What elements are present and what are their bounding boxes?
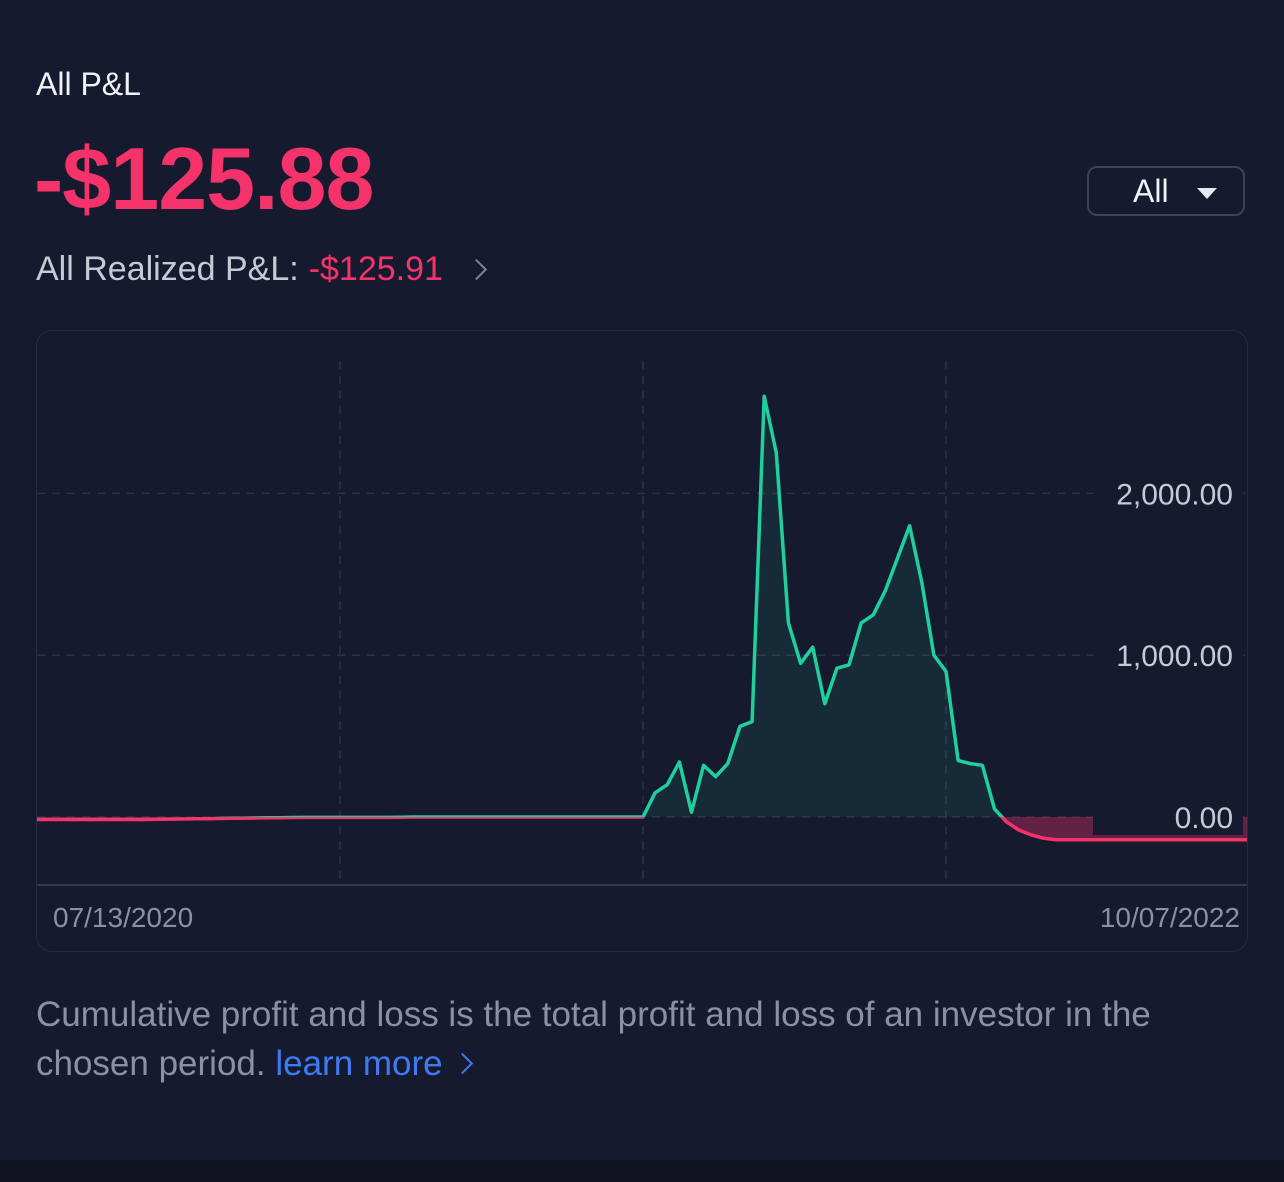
- y-tick-bg-1: [1093, 633, 1243, 674]
- positive-area: [37, 396, 1247, 818]
- y-tick-label-1: 1,000.00: [1116, 640, 1233, 673]
- realized-pnl-label: All Realized P&L:: [36, 250, 299, 288]
- chart-lines: [37, 394, 1247, 842]
- bottom-bar: [0, 1160, 1284, 1182]
- x-start-label: 07/13/2020: [53, 902, 193, 933]
- chart-grid: [37, 361, 1247, 885]
- y-tick-labels: 2,000.00 1,000.00 0.00: [1093, 471, 1243, 836]
- pnl-title: All P&L: [36, 66, 141, 102]
- total-pnl-value: -$125.88: [34, 129, 374, 228]
- description: Cumulative profit and loss is the total …: [36, 990, 1236, 1088]
- pnl-chart[interactable]: 2,000.00 1,000.00 0.00 07/13/2020 10/07/20…: [37, 331, 1248, 952]
- learn-more-label: learn more: [275, 1044, 443, 1083]
- y-tick-bg-2: [1093, 795, 1243, 836]
- caret-down-icon: [1197, 188, 1217, 199]
- period-dropdown[interactable]: All: [1087, 166, 1245, 216]
- realized-pnl-row[interactable]: All Realized P&L: -$125.91: [36, 250, 488, 289]
- realized-pnl-value: -$125.91: [308, 250, 443, 288]
- description-text: Cumulative profit and loss is the total …: [36, 995, 1151, 1083]
- series-line-positive: [196, 394, 1005, 818]
- learn-more-link[interactable]: learn more: [275, 1044, 473, 1083]
- y-tick-label-2: 0.00: [1175, 802, 1233, 835]
- y-tick-label-0: 2,000.00: [1116, 478, 1233, 511]
- y-tick-bg-0: [1093, 471, 1243, 512]
- series-line-negative: [37, 817, 1247, 842]
- pnl-chart-card[interactable]: 2,000.00 1,000.00 0.00 07/13/2020 10/07/20…: [36, 330, 1248, 952]
- chevron-right-icon: [465, 258, 488, 281]
- chevron-right-icon: [451, 1052, 473, 1075]
- period-dropdown-value: All: [1133, 172, 1169, 209]
- x-end-label: 10/07/2022: [1100, 902, 1240, 933]
